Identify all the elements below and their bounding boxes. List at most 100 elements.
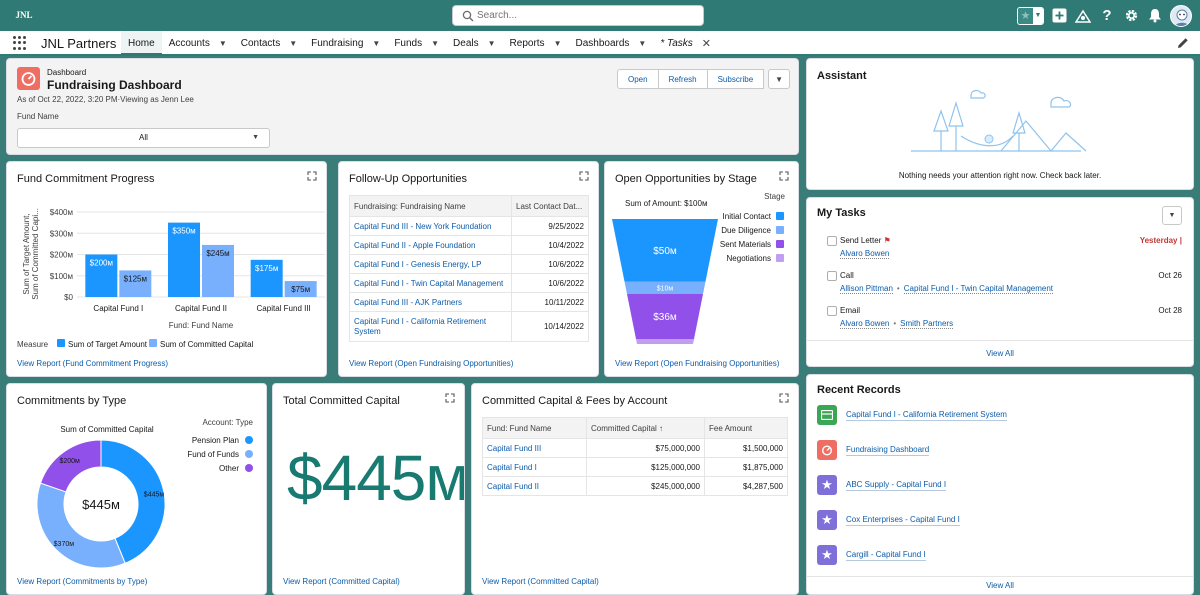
view-report-link[interactable]: View Report (Committed Capital) — [482, 577, 599, 586]
edit-nav-pencil-icon[interactable] — [1177, 37, 1189, 49]
chevron-down-icon[interactable]: ▼ — [289, 39, 298, 48]
tab-funds[interactable]: Funds ▼ — [387, 31, 446, 56]
user-avatar[interactable] — [1170, 4, 1192, 27]
fundraising-link[interactable]: Capital Fund II - Apple Foundation — [354, 240, 476, 250]
column-header[interactable]: Last Contact Dat... — [511, 195, 589, 217]
favorites-dropdown-icon[interactable]: ▼ — [1033, 7, 1043, 24]
fund-link[interactable]: Capital Fund II — [487, 481, 540, 491]
fundraising-link[interactable]: Capital Fund I - Genesis Energy, LP — [354, 259, 482, 269]
help-icon[interactable]: ? — [1102, 7, 1112, 24]
bar-target[interactable] — [168, 222, 200, 297]
tab-dashboards[interactable]: Dashboards ▼ — [568, 31, 653, 56]
column-header[interactable]: Fundraising: Fundraising Name — [349, 195, 512, 217]
chevron-down-icon[interactable]: ▼ — [553, 39, 562, 48]
funnel-segment[interactable] — [636, 339, 694, 344]
bar-value-label: $200м — [90, 259, 113, 268]
open-button[interactable]: Open — [617, 69, 659, 89]
favorites-group[interactable]: ★ ▼ — [1017, 6, 1044, 25]
task-link[interactable]: Alvaro Bowen — [840, 249, 890, 259]
fundraising-link[interactable]: Capital Fund I - California Retirement S… — [354, 316, 487, 336]
tab-tasks[interactable]: * Tasks ✕ — [653, 31, 718, 56]
bar-committed[interactable] — [202, 244, 234, 297]
column-header[interactable]: Fee Amount — [704, 417, 788, 439]
recent-record-item[interactable]: Capital Fund I - California Retirement S… — [817, 405, 1007, 425]
task-checkbox[interactable] — [827, 306, 837, 316]
expand-icon[interactable] — [779, 171, 789, 181]
task-link[interactable]: Allison Pittman — [840, 284, 893, 294]
funnel-segment[interactable] — [612, 219, 718, 282]
expand-icon[interactable] — [779, 393, 789, 403]
chevron-down-icon[interactable]: ▼ — [487, 39, 496, 48]
tab-reports[interactable]: Reports ▼ — [503, 31, 569, 56]
search-input[interactable] — [477, 8, 697, 23]
chevron-down-icon[interactable]: ▼ — [372, 39, 381, 48]
recent-record-item[interactable]: ★ Cargill - Capital Fund I — [817, 545, 926, 565]
fundraising-link[interactable]: Capital Fund III - AJK Partners — [354, 297, 463, 307]
task-checkbox[interactable] — [827, 236, 837, 246]
fund-link[interactable]: Capital Fund I — [487, 462, 537, 472]
recent-record-link[interactable]: Cox Enterprises - Capital Fund I — [846, 514, 960, 526]
chevron-down-icon[interactable]: ▼ — [638, 39, 647, 48]
tab-contacts[interactable]: Contacts ▼ — [234, 31, 304, 56]
trailhead-icon[interactable] — [1074, 7, 1092, 25]
task-checkbox[interactable] — [827, 271, 837, 281]
chevron-down-icon[interactable]: ▼ — [431, 39, 440, 48]
task-link[interactable]: Alvaro Bowen — [840, 319, 890, 329]
recent-record-item[interactable]: ★ Cox Enterprises - Capital Fund I — [817, 510, 960, 530]
tasks-view-all-link[interactable]: View All — [807, 340, 1193, 366]
bar-target[interactable] — [250, 259, 283, 297]
task-name[interactable]: Send Letter ⚑ — [840, 236, 891, 245]
fundraising-link[interactable]: Capital Fund III - New York Foundation — [354, 221, 492, 231]
notifications-bell-icon[interactable] — [1146, 7, 1164, 25]
task-name[interactable]: Call — [840, 271, 854, 280]
bar-committed[interactable] — [284, 281, 317, 297]
bar-target[interactable] — [85, 254, 118, 298]
close-tab-icon[interactable]: ✕ — [701, 38, 711, 50]
column-header[interactable]: Fund: Fund Name — [482, 417, 587, 439]
view-report-link[interactable]: View Report (Commitments by Type) — [17, 577, 148, 586]
more-actions-chevron-icon[interactable]: ▼ — [768, 69, 791, 89]
task-link[interactable]: Capital Fund I - Twin Capital Management — [903, 284, 1053, 294]
recent-record-item[interactable]: ★ ABC Supply - Capital Fund I — [817, 475, 947, 495]
recent-view-all-link[interactable]: View All — [807, 576, 1193, 594]
recent-record-item[interactable]: Fundraising Dashboard — [817, 440, 930, 460]
donut-segment[interactable] — [100, 439, 166, 564]
task-name[interactable]: Email — [840, 306, 861, 315]
view-report-link[interactable]: View Report (Committed Capital) — [283, 577, 400, 586]
subscribe-button[interactable]: Subscribe — [706, 69, 765, 89]
view-report-link[interactable]: View Report (Fund Commitment Progress) — [17, 359, 169, 368]
view-report-link[interactable]: View Report (Open Fundraising Opportunit… — [615, 359, 780, 368]
fundraising-link[interactable]: Capital Fund I - Twin Capital Management — [354, 278, 504, 288]
donut-segment[interactable] — [36, 482, 126, 569]
chevron-down-icon[interactable]: ▼ — [218, 39, 227, 48]
column-header[interactable]: Committed Capital ↑ — [586, 417, 705, 439]
bar-committed[interactable] — [119, 270, 152, 297]
recent-record-link[interactable]: ABC Supply - Capital Fund I — [846, 479, 947, 491]
tab-home[interactable]: Home — [121, 31, 162, 56]
my-tasks-card: My Tasks ▼ Send Letter ⚑ Yesterday | Alv… — [806, 197, 1194, 367]
funnel-segment[interactable] — [627, 294, 703, 339]
refresh-button[interactable]: Refresh — [657, 69, 708, 89]
expand-icon[interactable] — [445, 393, 455, 403]
tab-deals[interactable]: Deals ▼ — [446, 31, 503, 56]
recent-record-link[interactable]: Fundraising Dashboard — [846, 444, 930, 456]
expand-icon[interactable] — [307, 171, 317, 181]
donut-segment[interactable] — [39, 439, 102, 493]
task-link[interactable]: Smith Partners — [900, 319, 954, 329]
setup-gear-icon[interactable] — [1122, 7, 1140, 25]
app-launcher-icon[interactable] — [13, 36, 27, 50]
tasks-menu-chevron-icon[interactable]: ▼ — [1162, 206, 1182, 225]
tab-fundraising[interactable]: Fundraising ▼ — [304, 31, 387, 56]
expand-icon[interactable] — [579, 171, 589, 181]
global-search[interactable] — [452, 5, 704, 26]
tab-accounts[interactable]: Accounts ▼ — [162, 31, 234, 56]
fund-filter-select[interactable]: All ▼ — [17, 128, 270, 148]
view-report-link[interactable]: View Report (Open Fundraising Opportunit… — [349, 359, 514, 368]
funnel-segment[interactable] — [624, 281, 706, 295]
favorites-star-icon[interactable]: ★ — [1018, 7, 1033, 24]
global-add-icon[interactable] — [1050, 7, 1068, 25]
recent-record-link[interactable]: Cargill - Capital Fund I — [846, 549, 926, 561]
fund-link[interactable]: Capital Fund III — [487, 443, 542, 453]
recent-record-link[interactable]: Capital Fund I - California Retirement S… — [846, 409, 1007, 421]
jnl-logo[interactable]: JNL — [15, 10, 33, 20]
